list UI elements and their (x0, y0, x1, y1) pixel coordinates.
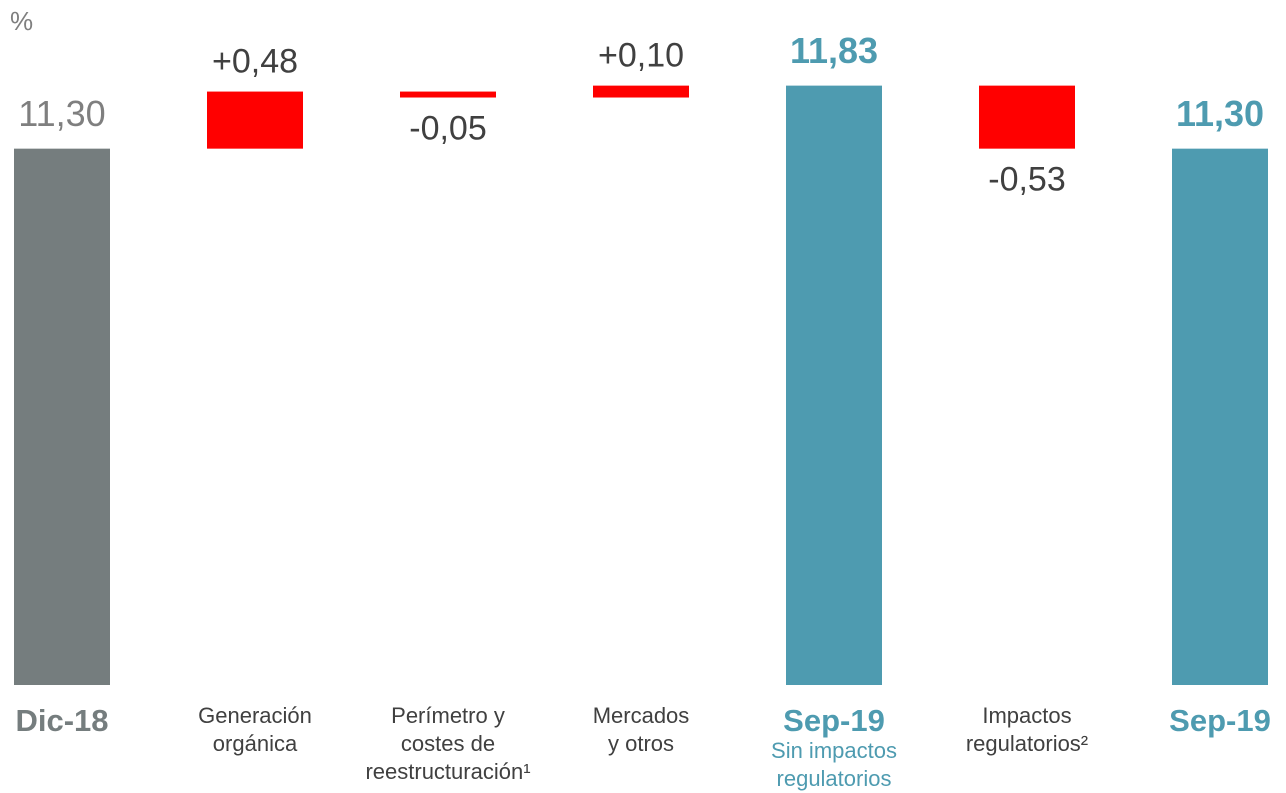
value-label: -0,53 (988, 161, 1066, 199)
bar (1172, 148, 1268, 685)
value-label: +0,10 (598, 37, 684, 75)
bar (14, 148, 110, 685)
x-tick-label: Sep-19 (1169, 703, 1271, 738)
x-tick-label: Perímetro y costes de reestructuración¹ (365, 703, 531, 784)
x-tick-label: Impactos regulatorios² (965, 703, 1089, 756)
value-label: +0,48 (212, 43, 298, 81)
x-tick-sublabel: Sin impactos regulatorios (771, 738, 897, 791)
bar (400, 91, 496, 98)
value-label: 11,83 (790, 30, 878, 71)
y-axis-label: % (10, 6, 34, 36)
x-tick-label: Sep-19 (783, 703, 885, 738)
bar (786, 85, 882, 685)
x-tick-label: Mercados y otros (592, 703, 690, 756)
bar (207, 91, 303, 149)
value-label: 11,30 (18, 93, 105, 134)
x-tick-label: Dic-18 (15, 703, 109, 738)
bar (593, 85, 689, 98)
bar (979, 85, 1075, 149)
x-tick-label: Generación orgánica (198, 703, 312, 756)
value-label: -0,05 (409, 110, 487, 148)
value-label: 11,30 (1176, 93, 1264, 134)
